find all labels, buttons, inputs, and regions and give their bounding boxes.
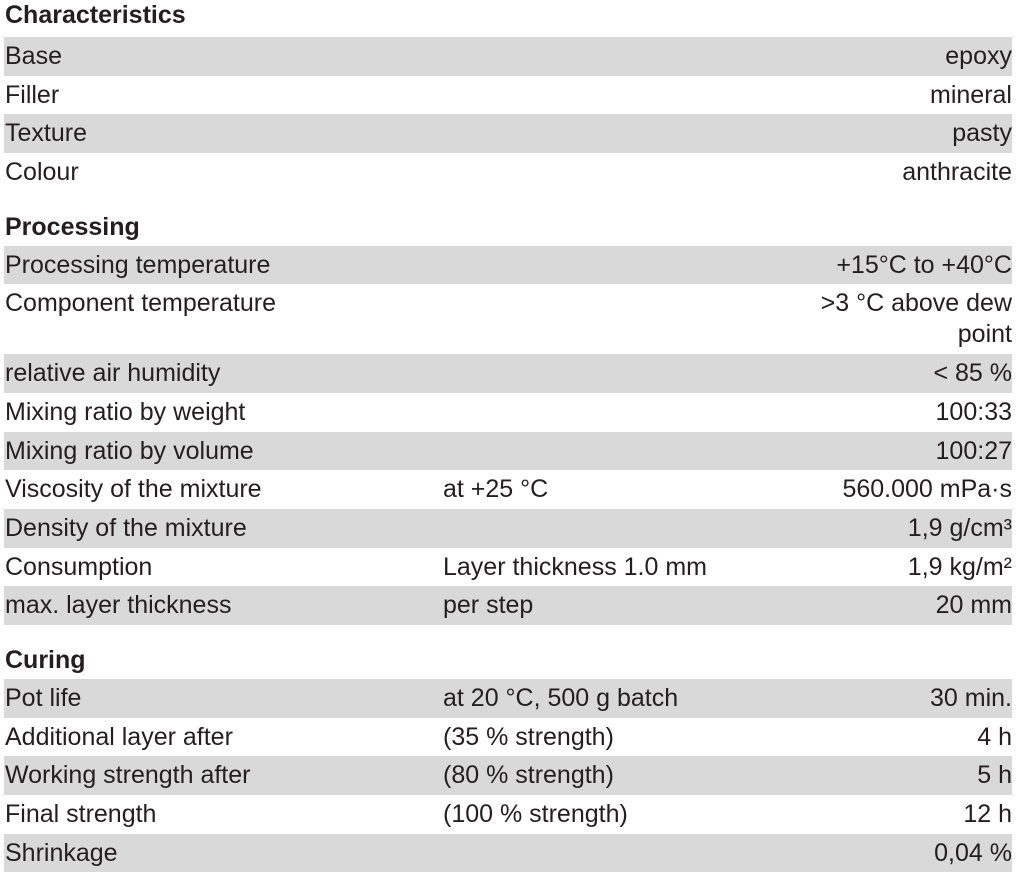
spec-row: Viscosity of the mixture at +25 °C 560.000… [4,470,1012,509]
section-title: Characteristics [5,1,186,29]
spec-row: Processing temperature +15°C to +40°C [4,245,1012,285]
spec-row: Texture pasty [4,114,1012,154]
row-condition-empty [443,157,790,188]
row-condition-empty [443,397,790,428]
spec-row: Filler mineral [4,76,1012,115]
row-condition-empty [443,358,790,389]
row-label: Viscosity of the mixture [5,475,262,504]
row-label: Colour [5,158,79,187]
row-condition-empty [443,436,790,467]
row-label: Consumption [5,552,153,581]
row-condition: at 20 °C, 500 g batch [443,683,679,712]
spec-row: Mixing ratio by weight 100:33 [4,393,1012,432]
row-value: epoxy [945,42,1012,70]
spec-row: Density of the mixture 1,9 g/cm³ [4,508,1012,548]
spec-row: Shrinkage 0,04 % [4,833,1012,873]
row-value: 12 h [963,800,1012,828]
row-condition-empty [443,80,790,111]
row-condition-empty [443,118,790,149]
spec-row: Component temperature >3 °C above dew poi… [4,284,1012,354]
row-label: Filler [5,80,60,109]
row-value: 0,04 % [934,838,1012,867]
section-title: Curing [5,645,86,674]
section-title: Processing [5,212,140,241]
spec-row: Colour anthracite [4,153,1012,192]
row-label: Shrinkage [5,838,118,867]
row-value: >3 °C above dew point [820,289,1012,349]
spec-row: Pot life at 20 °C, 500 g batch 30 min. [4,678,1012,718]
spec-row: Consumption Layer thickness 1.0 mm 1,9 kg/… [4,548,1012,587]
spec-row: relative air humidity < 85 % [4,354,1012,393]
row-value: anthracite [902,158,1012,187]
section: Curing Pot life at 20 °C, 500 g batch 30 mi… [4,642,1012,873]
row-condition-empty [443,838,790,869]
row-condition: Layer thickness 1.0 mm [443,552,707,581]
row-value: 5 h [977,761,1012,790]
spec-row: Base epoxy [4,37,1012,76]
row-label: max. layer thickness [5,591,232,620]
row-condition: (35 % strength) [443,722,614,751]
section: Characteristics Base epoxy Filler mineral Tex… [4,0,1012,192]
row-label: Mixing ratio by weight [5,397,246,426]
row-value: 1,9 g/cm³ [907,513,1012,542]
row-condition: (100 % strength) [443,800,628,828]
row-label: relative air humidity [5,359,221,388]
row-label: Pot life [5,683,82,712]
row-value: 560.000 mPa·s [842,475,1012,504]
row-condition: (80 % strength) [443,761,614,790]
row-condition-empty [443,288,790,350]
row-condition-empty [443,41,790,72]
spec-row: max. layer thickness per step 20 mm [4,586,1012,625]
row-value: < 85 % [933,359,1012,388]
row-value: pasty [952,119,1012,148]
row-value: 1,9 kg/m² [907,552,1012,581]
row-label: Mixing ratio by volume [5,436,254,465]
row-value: 100:33 [935,397,1012,426]
row-label: Component temperature [5,289,276,318]
section: Processing Processing temperature +15°C to… [4,209,1012,625]
row-value: 100:27 [935,436,1012,465]
row-label: Additional layer after [5,722,233,751]
row-value: 4 h [977,722,1012,751]
row-value: 20 mm [935,591,1012,620]
spec-row: Working strength after (80 % strength) 5 h [4,756,1012,795]
row-condition: at +25 °C [443,475,549,504]
row-value: +15°C to +40°C [836,250,1012,279]
row-condition-empty [443,250,790,281]
row-label: Processing temperature [5,250,271,279]
row-value: mineral [930,80,1012,109]
row-label: Texture [5,119,87,148]
row-value: 30 min. [930,683,1012,712]
row-label: Final strength [5,800,157,828]
spec-row: Final strength (100 % strength) 12 h [4,795,1012,834]
row-condition: per step [443,591,534,620]
spec-row: Mixing ratio by volume 100:27 [4,431,1012,471]
row-condition-empty [443,513,790,544]
row-label: Density of the mixture [5,513,247,542]
row-label: Base [5,42,62,70]
spec-row: Additional layer after (35 % strength) 4 h [4,718,1012,757]
row-label: Working strength after [5,761,251,790]
